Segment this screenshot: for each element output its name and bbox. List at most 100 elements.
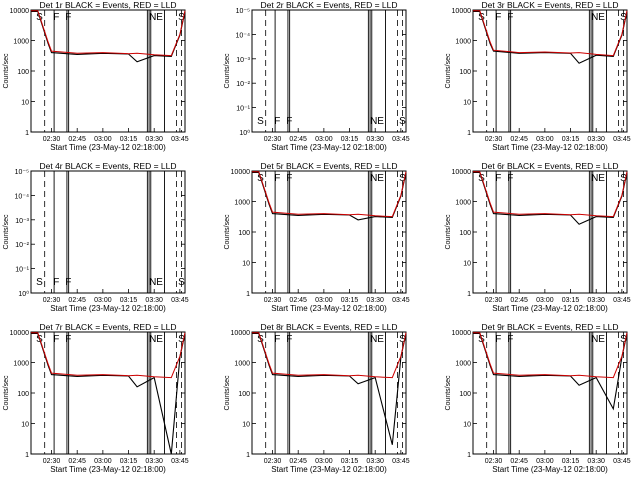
x-tick-label: 02:45 [289, 458, 307, 465]
y-tick-label: 1 [246, 291, 250, 298]
x-tick-label: 03:15 [120, 136, 138, 143]
y-axis-label: Counts/sec [224, 375, 231, 411]
x-axis-label: Start Time (23-May-12 02:18:00) [50, 304, 166, 313]
marker-label-ne: NE [370, 334, 384, 345]
panel-title: Det 2r BLACK = Events, RED = LLD [260, 0, 397, 10]
y-tick-label: 100 [459, 69, 471, 76]
x-tick-label: 02:30 [485, 297, 503, 304]
x-tick-label: 02:30 [485, 458, 503, 465]
x-tick-label: 02:30 [264, 458, 282, 465]
x-axis-label: Start Time (23-May-12 02:18:00) [50, 465, 166, 474]
plot-frame [30, 170, 186, 294]
panel-det-4: Det 4r BLACK = Events, RED = LLD 10⁰ 10⁻¹ 1… [3, 161, 189, 313]
y-tick-label: 10 [21, 100, 29, 107]
y-tick-label: 10 [463, 422, 471, 429]
marker-label-f: F [53, 334, 59, 345]
panel-title: Det 4r BLACK = Events, RED = LLD [39, 161, 176, 171]
panel-title: Det 8r BLACK = Events, RED = LLD [260, 322, 397, 332]
marker-label-ne: NE [149, 334, 163, 345]
x-tick-label: 03:00 [315, 297, 333, 304]
x-tick-label: 03:00 [536, 458, 554, 465]
marker-label-f: F [507, 173, 513, 184]
y-tick-label: 10 [21, 422, 29, 429]
x-tick-label: 03:45 [392, 136, 410, 143]
x-tick-label: 03:45 [392, 458, 410, 465]
x-tick-label: 02:45 [68, 136, 86, 143]
x-tick-label: 03:00 [94, 458, 112, 465]
marker-label-f: F [274, 173, 280, 184]
x-axis-label: Start Time (23-May-12 02:18:00) [492, 304, 608, 313]
marker-label-f: F [65, 277, 71, 288]
series-lld [252, 171, 407, 218]
panel-det-5: Det 5r BLACK = Events, RED = LLD 1 10 100 10… [224, 161, 410, 313]
x-tick-label: 02:45 [289, 297, 307, 304]
y-tick-label: 1 [467, 291, 471, 298]
marker-label-s: S [620, 334, 627, 345]
y-tick-label: 10⁻² [15, 242, 29, 249]
x-tick-label: 03:15 [120, 297, 138, 304]
x-tick-label: 02:45 [510, 136, 528, 143]
x-tick-label: 03:00 [94, 297, 112, 304]
x-tick-label: 03:30 [366, 136, 384, 143]
y-tick-label: 10 [463, 100, 471, 107]
marker-label-ne: NE [370, 116, 384, 127]
x-tick-label: 03:00 [94, 136, 112, 143]
y-tick-label: 10⁻¹ [15, 267, 29, 274]
y-tick-label: 10000 [231, 169, 251, 176]
panel-det-1: Det 1r BLACK = Events, RED = LLD 1 10 100 10… [3, 0, 189, 152]
y-tick-label: 10000 [10, 330, 30, 337]
series-lld [473, 332, 628, 379]
y-tick-label: 10⁻³ [15, 218, 29, 225]
plot-frame [251, 9, 407, 133]
x-axis-label: Start Time (23-May-12 02:18:00) [271, 304, 387, 313]
y-tick-label: 10 [463, 261, 471, 268]
y-tick-label: 10⁻¹ [236, 106, 250, 113]
x-tick-label: 03:30 [145, 297, 163, 304]
marker-label-f: F [507, 334, 513, 345]
panel-title: Det 7r BLACK = Events, RED = LLD [39, 322, 176, 332]
y-tick-label: 100 [238, 230, 250, 237]
x-tick-label: 02:45 [68, 297, 86, 304]
series-lld [31, 10, 186, 57]
y-tick-label: 10000 [452, 330, 472, 337]
x-tick-label: 02:30 [43, 458, 61, 465]
y-tick-label: 10⁻⁴ [15, 193, 30, 200]
y-axis-label: Counts/sec [445, 53, 452, 89]
x-tick-label: 02:30 [264, 136, 282, 143]
x-tick-label: 02:30 [264, 297, 282, 304]
y-axis-label: Counts/sec [445, 375, 452, 411]
x-tick-label: 03:30 [145, 136, 163, 143]
x-axis-label: Start Time (23-May-12 02:18:00) [492, 465, 608, 474]
y-axis-label: Counts/sec [3, 375, 10, 411]
marker-label-f: F [286, 334, 292, 345]
panel-det-7: Det 7r BLACK = Events, RED = LLD 1 10 100 10… [3, 322, 189, 474]
marker-label-f: F [274, 116, 280, 127]
x-tick-label: 03:45 [392, 297, 410, 304]
marker-label-f: F [286, 116, 292, 127]
marker-label-s: S [399, 116, 406, 127]
marker-label-ne: NE [149, 277, 163, 288]
y-tick-label: 10000 [452, 169, 472, 176]
panel-title: Det 1r BLACK = Events, RED = LLD [39, 0, 176, 10]
marker-label-s: S [399, 173, 406, 184]
x-tick-label: 02:30 [43, 297, 61, 304]
marker-label-ne: NE [149, 12, 163, 23]
y-tick-label: 10⁻³ [236, 57, 250, 64]
x-tick-label: 02:30 [485, 136, 503, 143]
y-tick-label: 10 [242, 261, 250, 268]
x-tick-label: 03:45 [613, 297, 631, 304]
marker-label-s: S [36, 277, 43, 288]
y-tick-label: 1000 [234, 361, 250, 368]
x-tick-label: 03:15 [562, 136, 580, 143]
panel-det-3: Det 3r BLACK = Events, RED = LLD 1 10 100 10… [445, 0, 631, 152]
x-tick-label: 03:00 [315, 136, 333, 143]
y-tick-label: 1 [25, 130, 29, 137]
y-tick-label: 100 [17, 391, 29, 398]
marker-label-s: S [257, 116, 264, 127]
y-tick-label: 10⁻⁵ [236, 8, 250, 15]
y-tick-label: 1000 [455, 39, 471, 46]
panel-det-9: Det 9r BLACK = Events, RED = LLD 1 10 100 10… [445, 322, 631, 474]
y-axis-label: Counts/sec [3, 53, 10, 89]
marker-label-f: F [65, 12, 71, 23]
